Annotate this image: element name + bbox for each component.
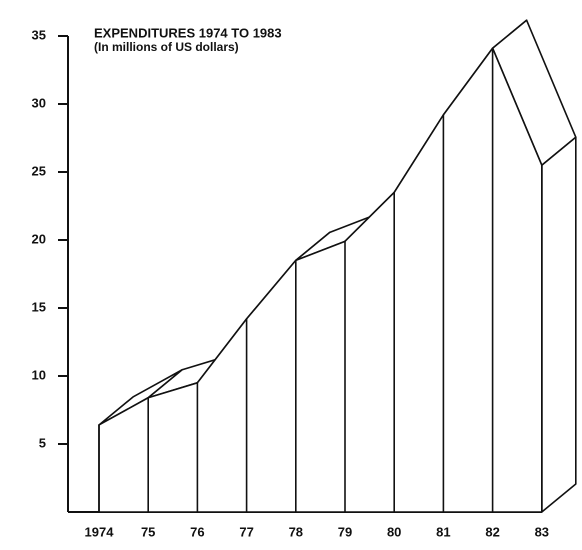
x-tick-label: 1974 — [85, 524, 115, 539]
front-face — [98, 47, 543, 513]
x-tick-label: 79 — [338, 524, 352, 539]
x-tick-label: 80 — [387, 524, 401, 539]
x-tick-label: 82 — [485, 524, 499, 539]
chart-subtitle: (In millions of US dollars) — [94, 40, 239, 54]
y-tick-label: 25 — [32, 163, 46, 178]
y-tick-label: 35 — [32, 27, 46, 42]
x-tick-label: 83 — [535, 524, 549, 539]
x-tick-label: 78 — [289, 524, 303, 539]
x-tick-label: 75 — [141, 524, 155, 539]
y-tick-label: 15 — [32, 299, 46, 314]
y-tick-label: 20 — [32, 231, 46, 246]
side-face — [540, 136, 577, 513]
chart-title: EXPENDITURES 1974 TO 1983 — [94, 25, 282, 40]
x-tick-label: 81 — [436, 524, 450, 539]
x-tick-label: 77 — [239, 524, 253, 539]
y-tick-label: 30 — [32, 95, 46, 110]
x-tick-label: 76 — [190, 524, 204, 539]
y-tick-label: 5 — [39, 435, 46, 450]
y-tick-label: 10 — [32, 367, 46, 382]
